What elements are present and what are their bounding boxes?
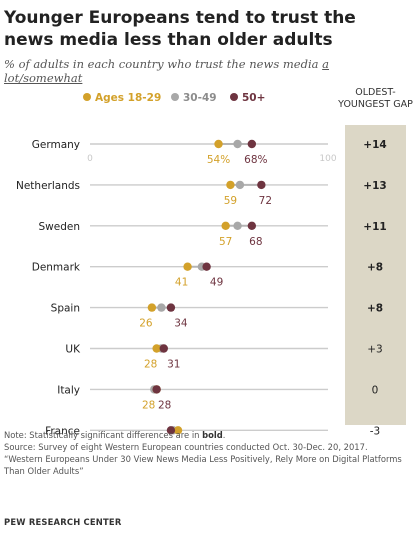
label-young-1: 59 <box>224 195 237 207</box>
footer-report: “Western Europeans Under 30 View News Me… <box>4 454 402 476</box>
country-label-6: Italy <box>57 384 80 396</box>
dot-plot: Ages 18-29 30-49 50+ Germany 0 100 54% 68% +14 Ne… <box>16 92 387 437</box>
label-old-1: 72 <box>259 195 272 207</box>
axis-tick-min: 0 <box>87 154 93 164</box>
subtitle-text: % of adults in each country who trust th… <box>4 57 323 71</box>
subtitle-underlined: a lot/somewhat <box>4 57 330 85</box>
dot-young-2 <box>221 221 230 230</box>
dot-young-3 <box>183 262 192 271</box>
legend-label-2: 50+ <box>242 92 265 104</box>
label-young-5: 28 <box>144 359 157 371</box>
country-label-0: Germany <box>32 139 80 151</box>
label-young-2: 57 <box>219 236 232 248</box>
dot-old-7 <box>166 426 176 435</box>
country-label-3: Denmark <box>32 262 81 274</box>
note-text: Note: Statistically significant differen… <box>4 430 203 440</box>
dot-mid-2 <box>233 221 242 230</box>
legend-label-1: 30-49 <box>183 92 217 104</box>
dot-old-6 <box>152 385 161 394</box>
legend-label-0: Ages 18-29 <box>95 92 161 104</box>
country-label-5: UK <box>65 344 81 356</box>
legend-dot-0 <box>83 93 91 101</box>
dot-old-5 <box>159 344 168 353</box>
country-label-4: Spain <box>51 303 80 315</box>
gap-value-6: 0 <box>372 384 379 396</box>
footer-source: Source: Survey of eight Western European… <box>4 442 368 452</box>
dot-old-1 <box>257 180 266 190</box>
country-label-7: France <box>45 425 80 437</box>
dot-old-3 <box>202 262 211 271</box>
pew-brand: PEW RESEARCH CENTER <box>4 517 122 527</box>
dot-mid-1 <box>235 180 245 190</box>
country-label-1: Netherlands <box>16 180 80 192</box>
label-young-4: 26 <box>139 318 153 330</box>
gap-value-5: +3 <box>367 344 382 356</box>
dot-young-0 <box>214 139 223 149</box>
note-bold: bold <box>202 430 223 440</box>
gap-value-7: -3 <box>370 425 380 437</box>
dot-old-0 <box>247 139 257 149</box>
dot-old-2 <box>247 221 257 230</box>
label-young-0: 54% <box>207 154 230 166</box>
label-old-2: 68 <box>249 236 262 248</box>
chart-subtitle: % of adults in each country who trust th… <box>4 57 409 85</box>
dot-young-1 <box>226 180 235 190</box>
label-old-6: 28 <box>158 399 171 411</box>
label-old-4: 34 <box>174 318 188 330</box>
dot-mid-4 <box>157 303 166 312</box>
label-young-6: 28 <box>142 399 155 411</box>
legend-dot-1 <box>171 93 179 101</box>
footer-note: Note: Statistically significant differen… <box>4 430 414 442</box>
country-label-2: Sweden <box>39 221 81 233</box>
chart-title: Younger Europeans tend to trust the news… <box>4 8 356 50</box>
dot-young-7 <box>173 426 183 435</box>
note-end: . <box>222 430 226 440</box>
legend-dot-2 <box>230 93 238 101</box>
gap-value-4: +8 <box>367 303 383 315</box>
label-old-0: 68% <box>244 154 267 166</box>
label-young-3: 41 <box>175 277 188 289</box>
gap-value-1: +13 <box>363 180 386 192</box>
axis-tick-max: 100 <box>319 154 336 164</box>
gap-column-header: OLDEST-YOUNGEST GAP <box>338 87 413 110</box>
dot-young-5 <box>152 344 161 353</box>
label-old-3: 49 <box>210 277 223 289</box>
gap-value-2: +11 <box>363 221 386 233</box>
dot-mid-0 <box>233 139 242 149</box>
label-old-5: 31 <box>167 359 180 371</box>
gap-column-background <box>345 125 406 425</box>
dot-young-4 <box>147 303 157 312</box>
gap-value-3: +8 <box>367 262 383 274</box>
gap-value-0: +14 <box>363 139 386 151</box>
dot-old-4 <box>166 303 176 312</box>
